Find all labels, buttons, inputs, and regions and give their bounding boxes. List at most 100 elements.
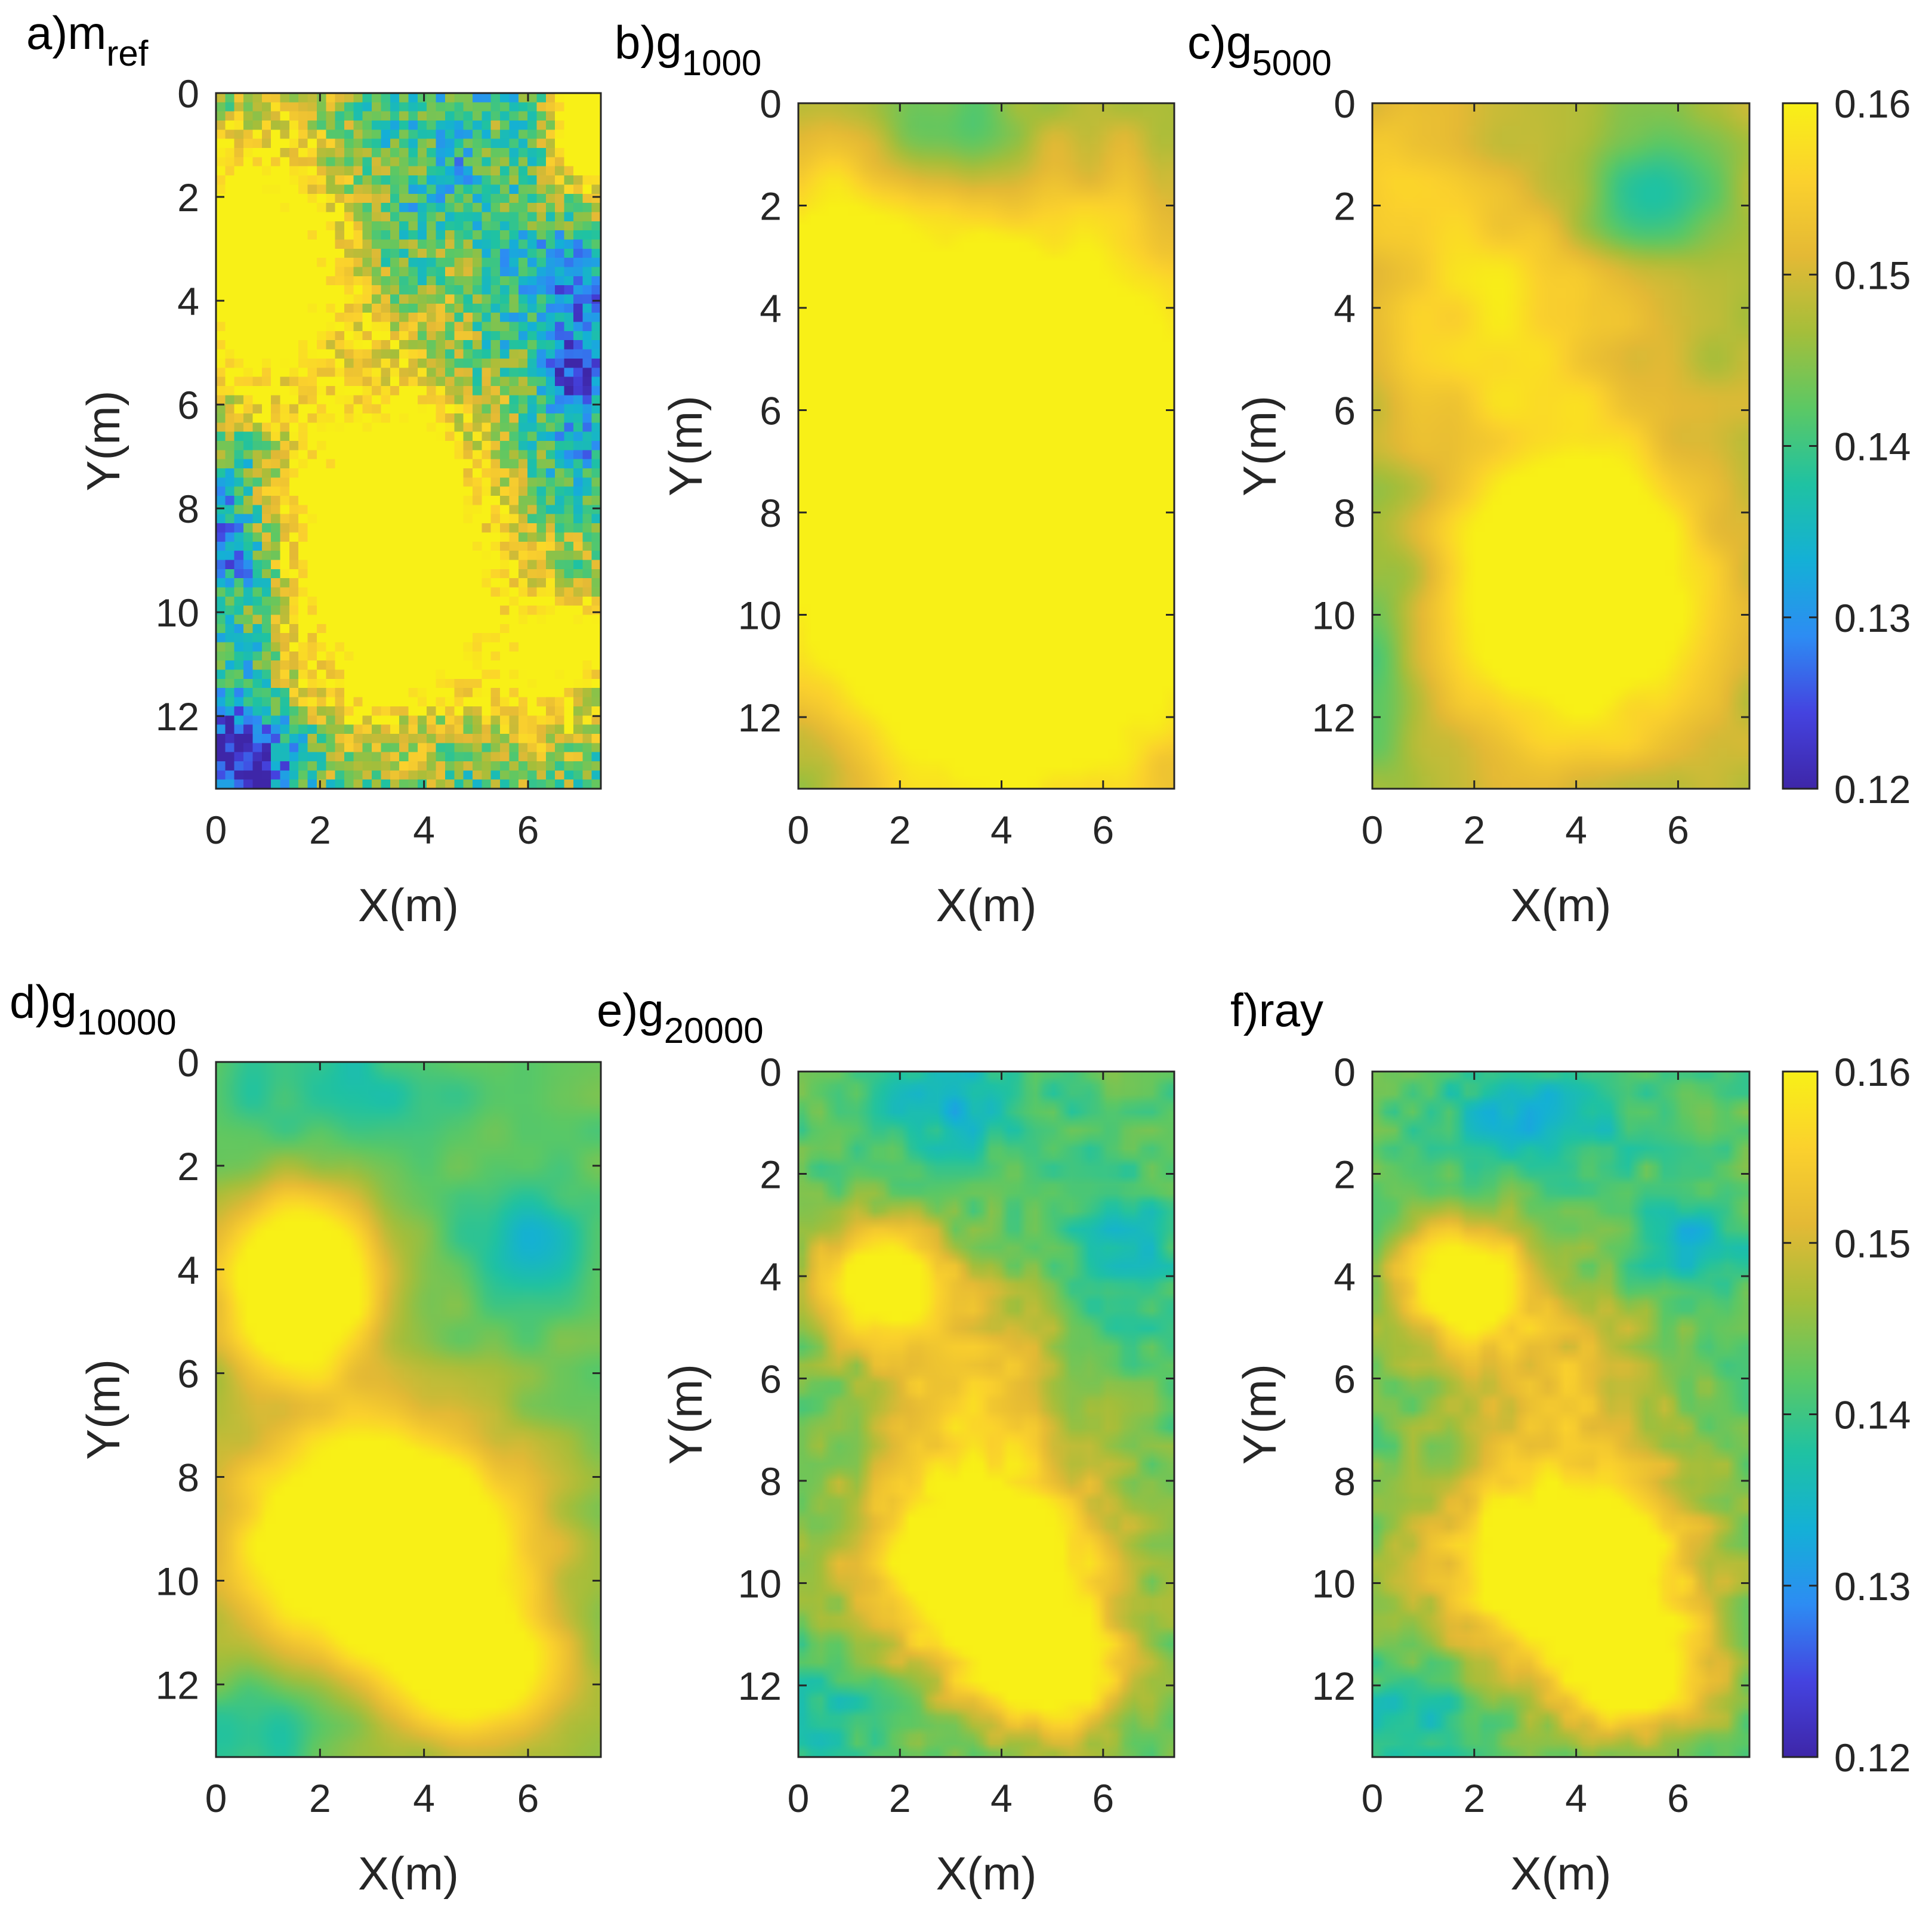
panels: 0 2 4 6 0 2 4 6 8 10 12 X(m) Y(m) a)mref 0 2 4 6 0 2 4 6 8 10 12… <box>10 7 1911 1900</box>
ytick-label: 8 <box>760 491 782 535</box>
axes-frame-b <box>797 102 1175 790</box>
x-axis-label: X(m) <box>358 879 459 931</box>
xtick-label: 6 <box>1667 808 1689 852</box>
ytick-label: 8 <box>177 487 199 531</box>
xtick-label: 4 <box>413 808 435 852</box>
ytick-label: 12 <box>738 1664 782 1708</box>
colorbar-tick-label: 0.14 <box>1834 425 1911 469</box>
heatmap-b <box>798 103 1174 789</box>
ytick-label: 2 <box>760 184 782 228</box>
panel-title-subscript: 5000 <box>1252 43 1331 83</box>
ytick-label: 6 <box>177 1352 199 1396</box>
ytick-label: 12 <box>156 1663 199 1707</box>
xtick-label: 2 <box>1463 1776 1485 1820</box>
xtick-label: 0 <box>788 808 810 852</box>
ytick-label: 0 <box>760 1050 782 1094</box>
xtick-label: 4 <box>990 808 1013 852</box>
xtick-label: 2 <box>309 1776 331 1820</box>
xtick-label: 0 <box>1362 1776 1384 1820</box>
xtick-label: 4 <box>990 1776 1013 1820</box>
ytick-label: 10 <box>738 1561 782 1605</box>
axes-frame-d <box>215 1061 602 1758</box>
panel-title-subscript: ref <box>106 33 148 73</box>
ytick-label: 12 <box>1312 696 1356 740</box>
colorbar-tick-label: 0.15 <box>1834 1221 1911 1265</box>
ytick-label: 2 <box>177 1144 199 1188</box>
xtick-label: 6 <box>517 808 539 852</box>
y-axis-label: Y(m) <box>1233 396 1286 496</box>
ytick-label: 4 <box>760 1255 782 1299</box>
x-axis-label: X(m) <box>1511 1847 1612 1900</box>
ytick-label: 10 <box>1312 1561 1356 1605</box>
y-axis-label: Y(m) <box>659 396 712 496</box>
x-axis-label: X(m) <box>936 879 1037 931</box>
xtick-label: 2 <box>309 808 331 852</box>
colorbar-tick-label: 0.13 <box>1834 1564 1911 1608</box>
panel-title-main: c)g <box>1187 16 1252 69</box>
ytick-label: 2 <box>1334 1152 1356 1196</box>
panel-title-main: a)m <box>26 7 106 59</box>
heatmap-c <box>1372 103 1749 789</box>
ytick-label: 0 <box>177 1041 199 1085</box>
panel-a: 0 2 4 6 0 2 4 6 8 10 12 X(m) Y(m) a)mref <box>26 7 602 931</box>
ytick-label: 8 <box>177 1456 199 1500</box>
xtick-label: 0 <box>205 1776 227 1820</box>
panel-title-subscript: 10000 <box>77 1002 177 1042</box>
xtick-label: 6 <box>1667 1776 1689 1820</box>
panel-f: 0 2 4 6 0 2 4 6 8 10 12 X(m) Y(m) f)ray 0.16 0.15 0.14 0.… <box>1230 984 1911 1900</box>
panel-b: 0 2 4 6 0 2 4 6 8 10 12 X(m) Y(m) b)g1000 <box>615 16 1175 931</box>
ytick-label: 6 <box>177 383 199 427</box>
ytick-label: 0 <box>760 82 782 126</box>
ytick-label: 8 <box>760 1459 782 1503</box>
xtick-label: 0 <box>1362 808 1384 852</box>
ytick-label: 6 <box>760 1357 782 1401</box>
ytick-label: 6 <box>760 388 782 433</box>
panel-title-c: c)g5000 <box>1187 16 1332 83</box>
xtick-label: 0 <box>205 808 227 852</box>
ytick-label: 10 <box>1312 593 1356 637</box>
axes-frame-c <box>1371 102 1751 790</box>
xtick-label: 6 <box>517 1776 539 1820</box>
panel-title-a: a)mref <box>26 7 149 73</box>
panel-title-d: d)g10000 <box>10 975 177 1042</box>
ytick-label: 0 <box>1334 1050 1356 1094</box>
panel-title-main: d)g <box>10 975 77 1028</box>
panel-title-main: b)g <box>615 16 682 69</box>
panel-e: 0 2 4 6 0 2 4 6 8 10 12 X(m) Y(m) e)g20000 <box>597 984 1175 1900</box>
ytick-label: 10 <box>156 591 199 635</box>
xtick-label: 4 <box>1565 808 1587 852</box>
panel-title-subscript: 20000 <box>664 1011 764 1051</box>
y-axis-label: Y(m) <box>659 1364 712 1465</box>
xtick-label: 2 <box>1463 808 1485 852</box>
ytick-label: 0 <box>177 72 199 116</box>
ytick-label: 2 <box>177 175 199 220</box>
xtick-label: 2 <box>889 1776 911 1820</box>
ytick-label: 10 <box>156 1559 199 1603</box>
axes-frame-f <box>1371 1070 1751 1758</box>
axes-frame-e <box>797 1070 1175 1758</box>
panel-title-main: f)ray <box>1230 984 1323 1036</box>
panel-title-main: e)g <box>597 984 664 1036</box>
y-axis-label: Y(m) <box>77 1359 129 1460</box>
ytick-label: 6 <box>1334 1357 1356 1401</box>
ytick-label: 2 <box>1334 184 1356 228</box>
ytick-label: 4 <box>760 286 782 331</box>
colorbar-tick-label: 0.13 <box>1834 596 1911 640</box>
x-axis-label: X(m) <box>358 1847 459 1900</box>
y-axis-label: Y(m) <box>77 391 129 492</box>
heatmap-f <box>1372 1072 1749 1757</box>
ytick-label: 10 <box>738 593 782 637</box>
ytick-label: 8 <box>1334 1459 1356 1503</box>
ytick-label: 4 <box>177 1248 199 1292</box>
panel-title-subscript: 1000 <box>682 43 761 83</box>
ytick-label: 2 <box>760 1152 782 1196</box>
xtick-label: 6 <box>1092 808 1114 852</box>
panel-title-f: f)ray <box>1230 984 1323 1036</box>
panel-title-e: e)g20000 <box>597 984 764 1051</box>
colorbar-tick-label: 0.12 <box>1834 1736 1911 1780</box>
ytick-label: 6 <box>1334 388 1356 433</box>
colorbar-tick-label: 0.16 <box>1834 82 1911 126</box>
panel-c: 0 2 4 6 0 2 4 6 8 10 12 X(m) Y(m) c)g5000 0.16 0.15 0.14… <box>1187 16 1911 931</box>
colorbar-tick-label: 0.16 <box>1834 1050 1911 1094</box>
ytick-label: 12 <box>738 696 782 740</box>
